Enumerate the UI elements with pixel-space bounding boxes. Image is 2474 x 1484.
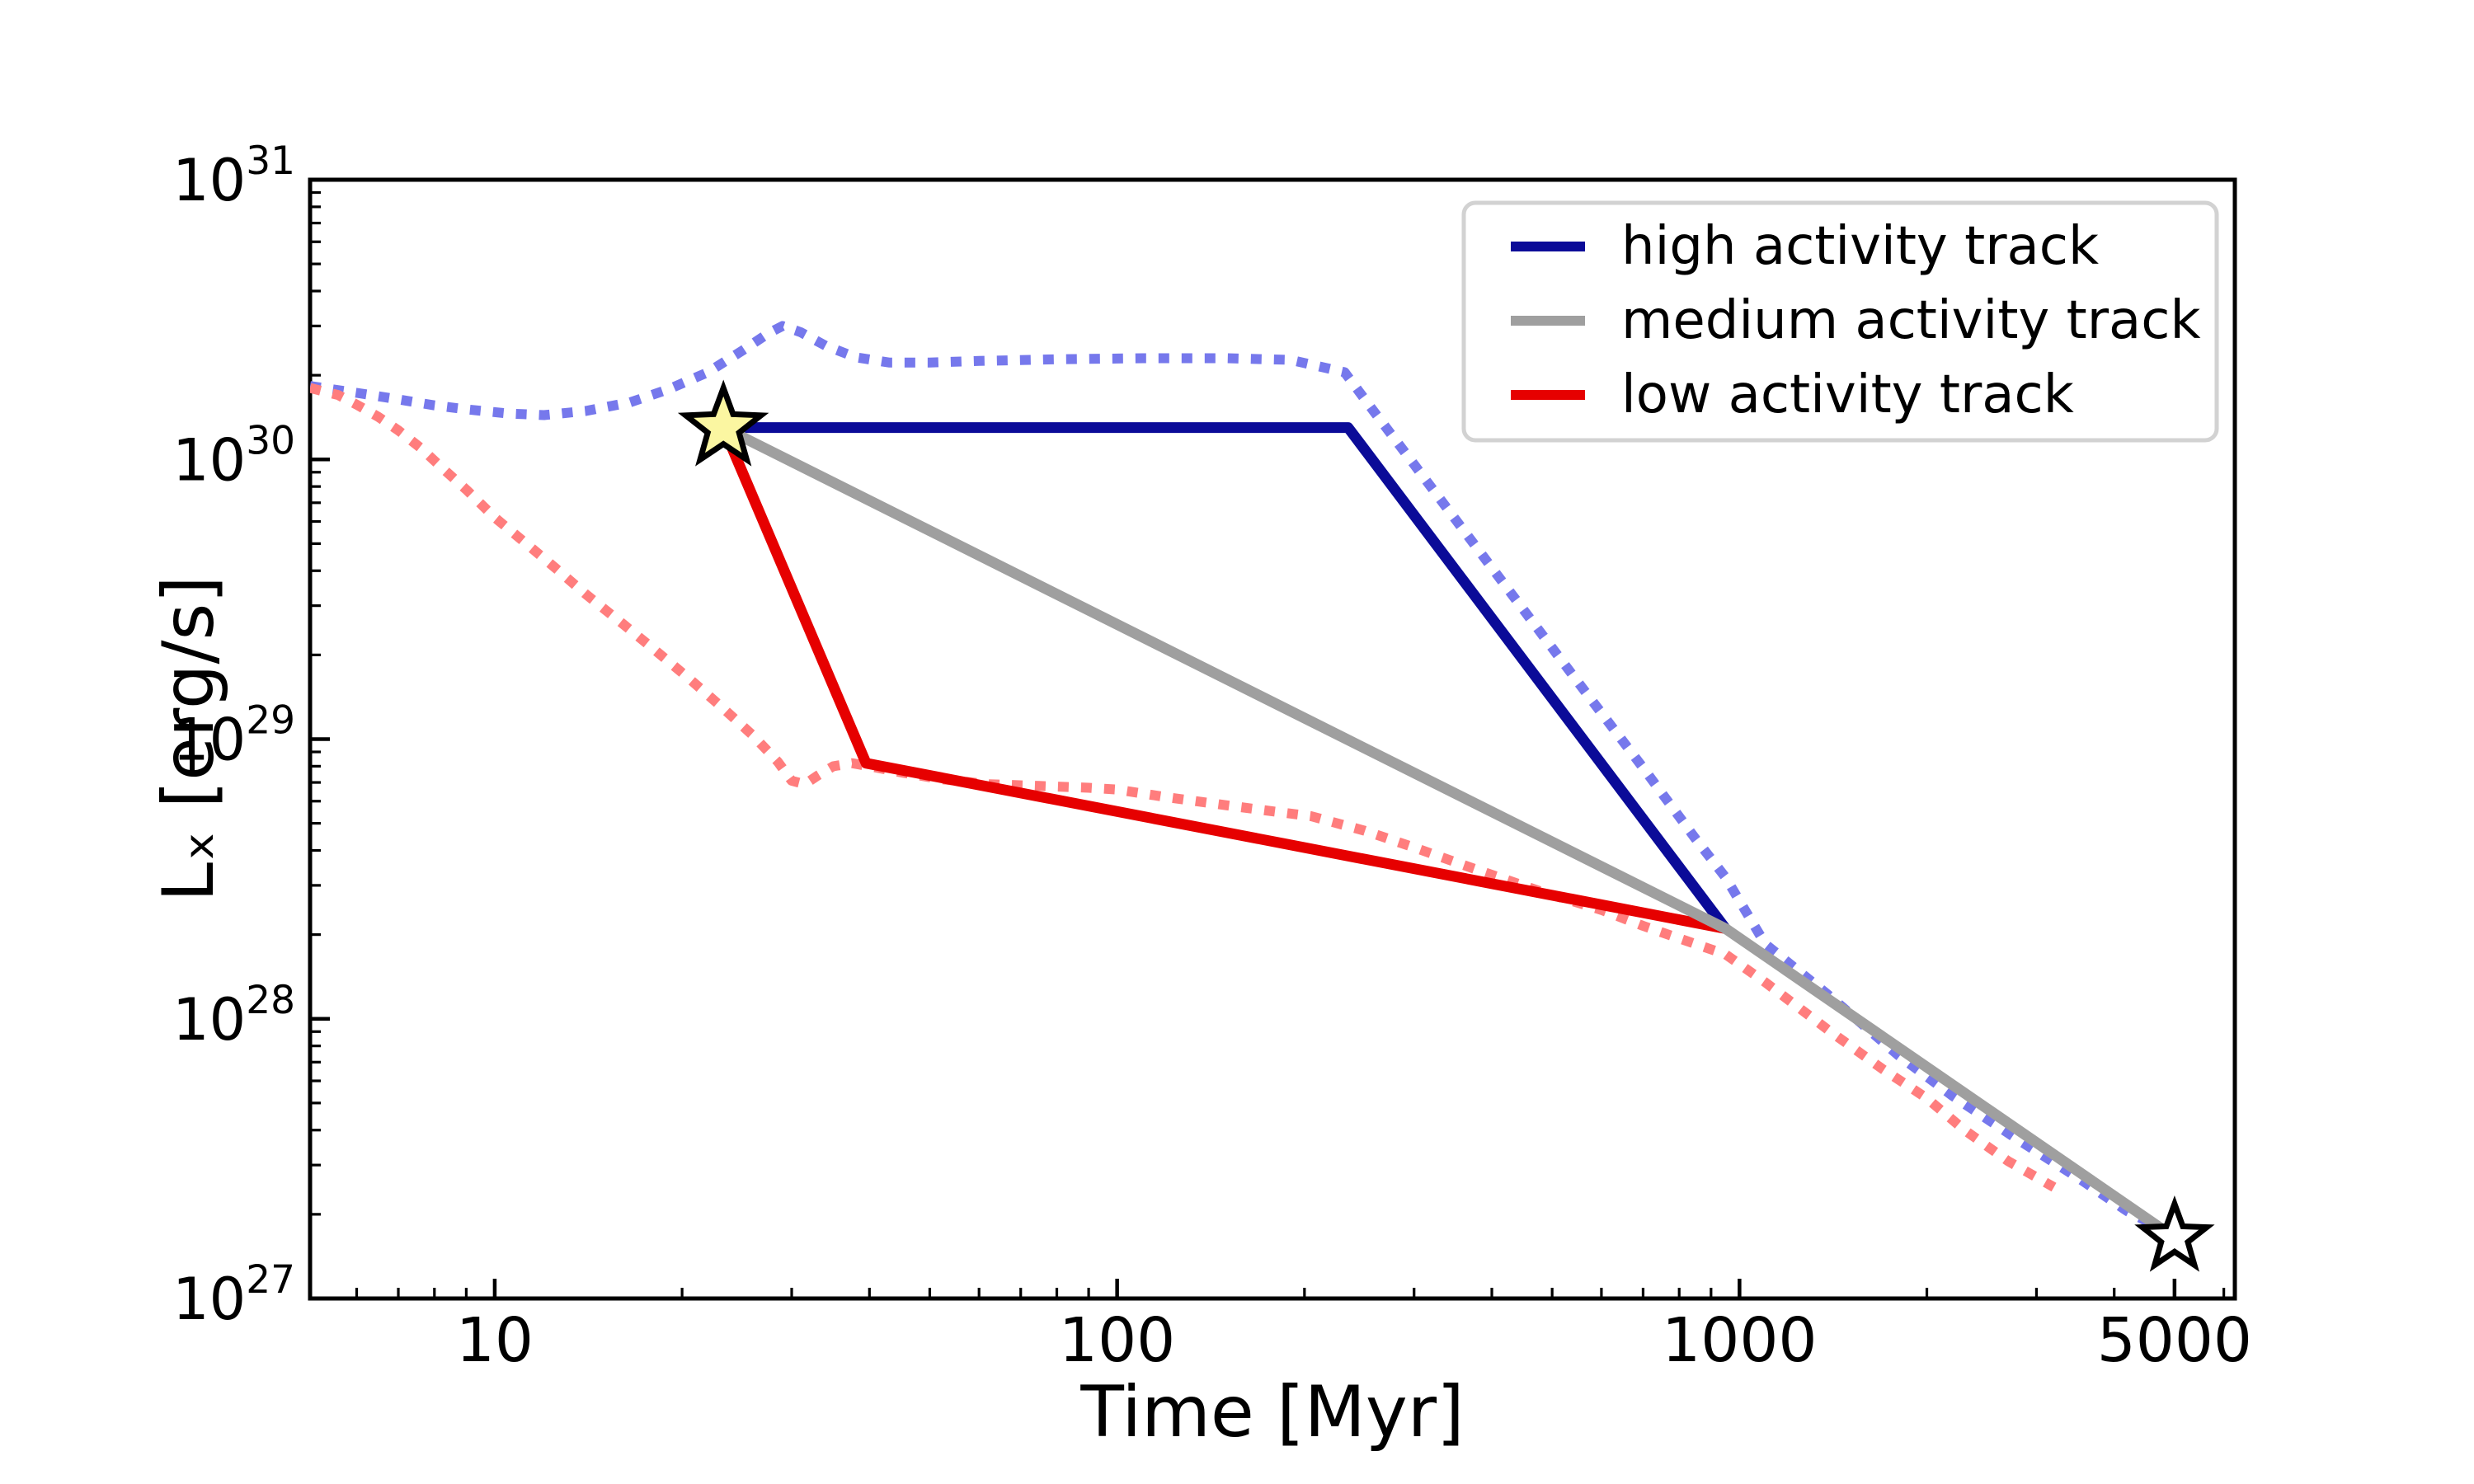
- y-axis-title-group: Lₓ [erg/s]: [148, 575, 230, 902]
- series-low-activity-track: [718, 425, 1727, 934]
- series-high-activity-model-dotted-: [310, 321, 2161, 1232]
- y-tick-label-1e27: 1027: [172, 1257, 295, 1333]
- series-high-activity-track: [723, 422, 1730, 932]
- legend-label-medium-activity: medium activity track: [1621, 290, 2201, 351]
- legend-frame: [1461, 200, 2219, 443]
- x-tick-label-5000: 5000: [2097, 1305, 2252, 1376]
- legend-label-high-activity: high activity track: [1621, 216, 2099, 277]
- start-star-marker: [677, 379, 769, 467]
- end-star-marker: [2134, 1195, 2215, 1272]
- x-tick-label-100: 100: [1059, 1305, 1175, 1376]
- x-tick-label-10: 10: [456, 1305, 534, 1376]
- legend-label-low-activity: low activity track: [1621, 364, 2074, 425]
- x-tick-label-1000: 1000: [1662, 1305, 1817, 1376]
- legend: high activity track medium activity trac…: [1461, 200, 2219, 443]
- y-tick-label-1e28: 1028: [172, 978, 295, 1054]
- y-tick-label-1e31: 1031: [172, 139, 295, 214]
- x-axis-title: Time [Myr]: [1079, 1371, 1464, 1453]
- y-tick-label-1e30: 1030: [172, 418, 295, 494]
- series-low-activity-model-dotted-: [310, 383, 2057, 1192]
- series-medium-activity-track: [721, 422, 2178, 1242]
- y-tick-label-1e29: 1029: [172, 698, 295, 774]
- y-axis-title: Lₓ [erg/s]: [148, 575, 230, 902]
